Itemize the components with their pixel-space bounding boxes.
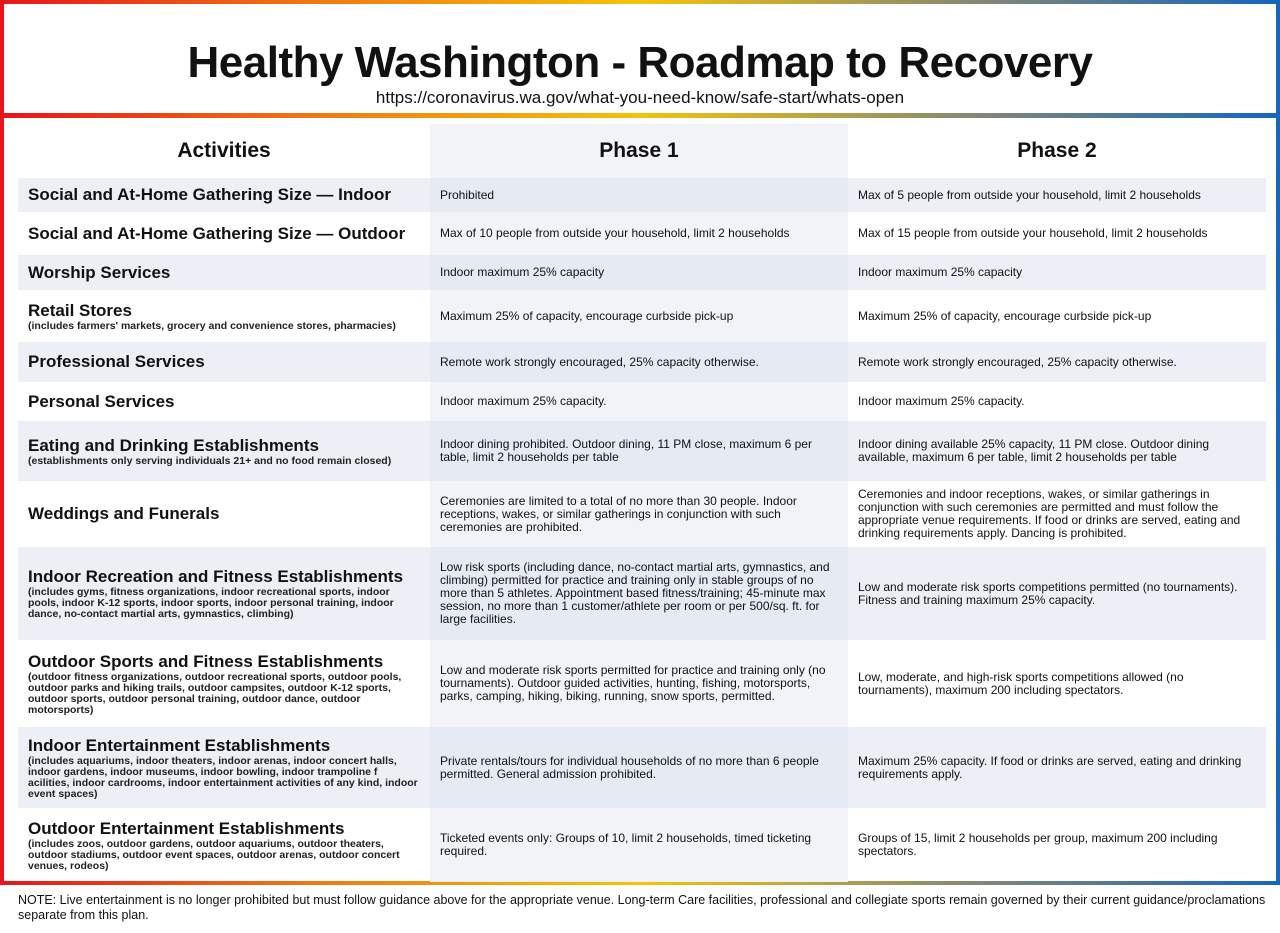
footnote: NOTE: Live entertainment is no longer pr… [18,893,1266,922]
activity-name: Eating and Drinking Establishments [28,435,319,455]
phase-2-cell: Remote work strongly encouraged, 25% cap… [848,342,1266,382]
table-row: Worship Services Indoor maximum 25% capa… [18,255,1266,290]
activity-cell: Weddings and Funerals [18,481,430,547]
column-header-phase-2: Phase 2 [1017,139,1097,162]
source-url: https://coronavirus.wa.gov/what-you-need… [375,88,905,107]
table-row: Indoor Entertainment Establishments (incl… [18,727,1266,808]
phase-2-cell: Indoor maximum 25% capacity. [858,394,1025,408]
activity-description: (includes aquariums, indoor theaters, in… [28,754,418,800]
phase-2-cell: Ceremonies and indoor receptions, wakes,… [858,487,1241,540]
activity-cell: Retail Stores (includes farmers' markets,… [18,290,430,342]
gradient-frame: Healthy Washington - Roadmap to Recovery… [0,0,1280,885]
activity-name: Social and At-Home Gathering Size — Outd… [28,223,406,243]
activity-cell: Indoor Entertainment Establishments (incl… [18,727,430,808]
phase-2-cell: Indoor dining available 25% capacity, 11… [848,421,1266,481]
activity-name: Personal Services [28,391,175,411]
phase-2-cell: Low and moderate risk sports competition… [848,547,1266,640]
table-row: Professional Services Remote work strong… [18,342,1266,382]
activity-cell: Outdoor Sports and Fitness Establishment… [18,640,430,727]
page-title: Healthy Washington - Roadmap to Recovery [187,38,1093,87]
phase-1-cell: Prohibited [430,178,848,212]
column-header-activities: Activities [177,139,271,162]
activity-name: Indoor Entertainment Establishments [28,735,331,755]
phase-1-cell: Indoor dining prohibited. Outdoor dining… [430,421,848,481]
activity-name: Indoor Recreation and Fitness Establishm… [28,567,404,586]
activity-cell: Professional Services [18,342,430,382]
phase-1-cell: Low and moderate risk sports permitted f… [430,640,848,727]
activity-cell: Eating and Drinking Establishments (estab… [18,421,430,481]
phase-2-cell: Indoor maximum 25% capacity [848,255,1266,290]
phase-2-cell: Maximum 25% capacity. If food or drinks … [848,727,1266,808]
table-row: Personal Services Indoor maximum 25% cap… [18,382,1266,421]
activity-name: Weddings and Funerals [28,504,220,523]
phase-1-cell: Ticketed events only: Groups of 10, limi… [430,808,848,882]
gradient-divider [4,113,1276,118]
phase-table: Activities Phase 1 Phase 2 Social and At… [18,124,1266,882]
activity-name: Outdoor Entertainment Establishments [28,818,345,838]
activity-cell: Outdoor Entertainment Establishments (inc… [18,808,430,882]
phase-2-cell: Groups of 15, limit 2 households per gro… [858,831,1218,858]
activity-cell: Indoor Recreation and Fitness Establishm… [18,547,430,640]
activity-cell: Social and At-Home Gathering Size — Outd… [18,212,430,255]
activity-cell: Worship Services [18,255,430,290]
table-row: Weddings and Funerals Ceremonies are lim… [18,481,1266,547]
activity-name: Worship Services [28,262,171,282]
activity-description: (includes farmers' markets, grocery and … [28,319,396,332]
phase-1-cell: Remote work strongly encouraged, 25% cap… [430,342,848,382]
activity-name: Retail Stores [28,300,132,320]
activity-name: Professional Services [28,352,205,371]
header: Healthy Washington - Roadmap to Recovery… [4,4,1276,113]
activity-cell: Personal Services [18,382,430,421]
phase-1-cell: Indoor maximum 25% capacity. [430,382,848,421]
activity-name: Social and At-Home Gathering Size — Indo… [28,185,392,204]
phase-1-cell: Indoor maximum 25% capacity [430,255,848,290]
phase-2-cell: Max of 15 people from outside your house… [858,226,1208,240]
table-row: Outdoor Sports and Fitness Establishment… [18,640,1266,727]
activity-description: (includes zoos, outdoor gardens, outdoor… [28,837,400,872]
activity-description: (outdoor fitness organizations, outdoor … [28,670,402,716]
phase-1-cell: Low risk sports (including dance, no-con… [430,547,848,640]
table-row: Social and At-Home Gathering Size — Indo… [18,178,1266,212]
table-row: Eating and Drinking Establishments (estab… [18,421,1266,481]
phase-2-cell: Max of 5 people from outside your househ… [848,178,1266,212]
phase-2-cell: Maximum 25% of capacity, encourage curbs… [858,308,1152,323]
activity-description: (establishments only serving individuals… [28,454,392,467]
activity-cell: Social and At-Home Gathering Size — Indo… [18,178,430,212]
phase-1-cell: Maximum 25% of capacity, encourage curbs… [430,290,848,342]
activity-description: (includes gyms, fitness organizations, i… [28,586,394,620]
table-row: Outdoor Entertainment Establishments (inc… [18,808,1266,882]
phase-1-cell: Max of 10 people from outside your house… [430,212,848,255]
phase-1-cell: Ceremonies are limited to a total of no … [430,481,848,547]
table-row: Social and At-Home Gathering Size — Outd… [18,212,1266,255]
activity-name: Outdoor Sports and Fitness Establishment… [28,651,384,671]
table-row: Indoor Recreation and Fitness Establishm… [18,547,1266,640]
table-row: Retail Stores (includes farmers' markets,… [18,290,1266,342]
phase-2-cell: Low, moderate, and high-risk sports comp… [858,669,1184,697]
column-header-phase-1: Phase 1 [430,124,848,178]
phase-1-cell: Private rentals/tours for individual hou… [430,727,848,808]
